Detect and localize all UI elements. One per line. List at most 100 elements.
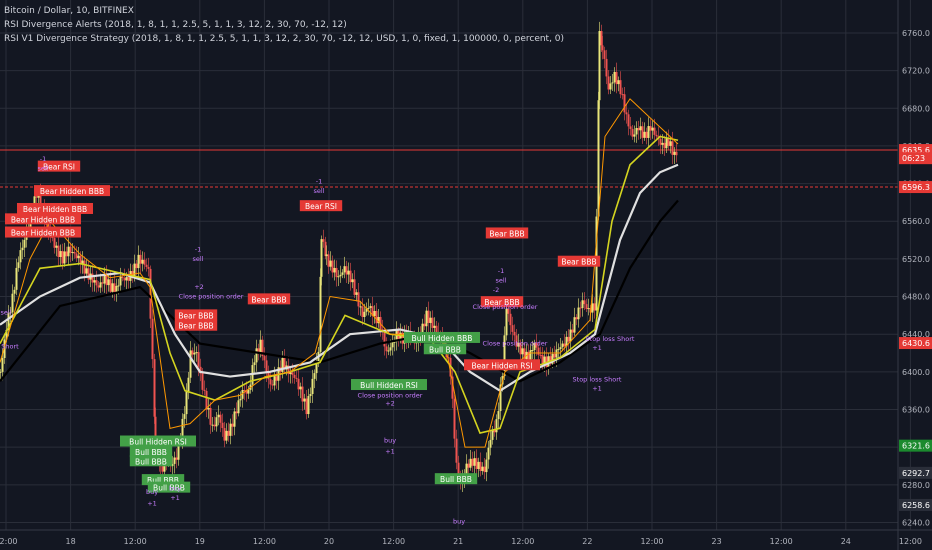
divergence-label-bg [480,296,524,308]
candle-body [283,357,286,370]
candle-body [183,414,186,419]
candle-body [263,356,266,361]
candle-body [303,398,306,402]
divergence-label-bg [129,455,173,467]
candle-body [79,255,82,265]
candle-body [667,138,670,146]
strategy-signal: sell [38,164,49,172]
candle-body [519,342,522,355]
divergence-label: Bear Hidden RSI [471,361,532,370]
candle-body [97,285,100,288]
candle-body [661,142,664,145]
candle-body [549,356,552,364]
divergence-label-bg [434,473,478,485]
strategy-signal: Stop loss Short [586,335,635,343]
candle-body [337,276,340,278]
strategy-signal: sell [1,308,12,316]
candle-body [581,300,584,309]
divergence-label: Bull Hidden RSI [129,438,187,447]
strategy-signal: sell [193,255,204,263]
candle-body [647,126,650,138]
candle-body [151,318,154,360]
candle-body [39,193,42,207]
candle-body [509,313,512,326]
candle-body [331,260,334,273]
candle-body [429,317,432,323]
candle-body [359,306,362,308]
candle-body [531,350,534,352]
candle-body [15,267,18,290]
price-tag-text: 6635.6 [902,146,930,155]
candle-body [315,362,318,374]
candle-body [659,138,662,145]
candle-body [485,459,488,473]
x-tick-label: 18 [66,537,76,546]
candle-body [561,343,564,348]
candle-body [541,354,544,364]
candle-body [95,280,98,286]
candle-body [391,341,394,348]
candle-body [513,331,516,336]
candle-body [583,300,586,305]
candle-body [435,325,438,333]
divergence-label-bg [5,213,81,225]
indicator-legend-strategy[interactable]: RSI V1 Divergence Strategy (2018, 1, 8, … [4,34,565,44]
divergence-label: Bear Hidden BBB [11,215,75,224]
candle-body [289,372,292,375]
candle-body [153,359,156,417]
divergence-label: Bull BBB [147,476,179,485]
y-tick-label: 6560.0 [902,217,930,226]
divergence-label-bg [129,445,173,457]
y-tick-label: 6760.0 [902,29,930,38]
x-tick-label: 12:00 [382,537,405,546]
candle-body [185,391,188,415]
candle-body [77,255,80,259]
candle-body [577,307,580,320]
candle-body [539,354,542,356]
candle-body [57,245,60,258]
candle-body [217,414,220,418]
candle-body [253,362,256,366]
candle-body [563,343,566,347]
y-tick-label: 6520.0 [902,255,930,264]
candle-body [521,348,524,355]
candle-body [173,457,176,464]
candle-body [347,270,350,275]
price-tag-text: 6292.7 [902,469,930,478]
candle-body [617,80,620,85]
price-tag-text: 06:23 [902,154,925,163]
price-tag-text: 6596.3 [902,183,930,192]
divergence-label-bg [464,359,540,371]
candle-body [69,246,72,253]
candle-body [241,389,244,399]
candle-body [213,424,216,427]
candle-body [247,389,250,394]
candle-body [653,127,656,135]
x-tick-label: 21 [453,537,463,546]
candle-body [5,329,8,340]
candle-body [669,141,672,146]
candle-body [529,350,532,362]
candle-body [613,71,616,83]
divergence-label: Bear BBB [489,229,524,238]
candle-body [163,461,166,472]
candle-body [383,330,386,347]
candle-body [633,134,636,137]
indicator-legend-alerts[interactable]: RSI Divergence Alerts (2018, 1, 8, 1, 1,… [4,20,347,30]
symbol-title[interactable]: Bitcoin / Dollar, 10, BITFINEX [4,6,134,16]
price-tag [899,337,932,350]
strategy-signal: sell [496,276,507,284]
candle-body [0,371,2,373]
candle-body [363,311,366,317]
candle-body [579,307,582,309]
candle-body [587,308,590,310]
candle-body [623,94,626,113]
candle-body [453,398,456,439]
candle-body [221,422,224,429]
price-tag-text: 6321.6 [902,442,930,451]
candle-body [115,285,118,293]
candle-body [598,31,601,101]
candle-body [23,239,26,248]
candle-body [619,80,622,95]
